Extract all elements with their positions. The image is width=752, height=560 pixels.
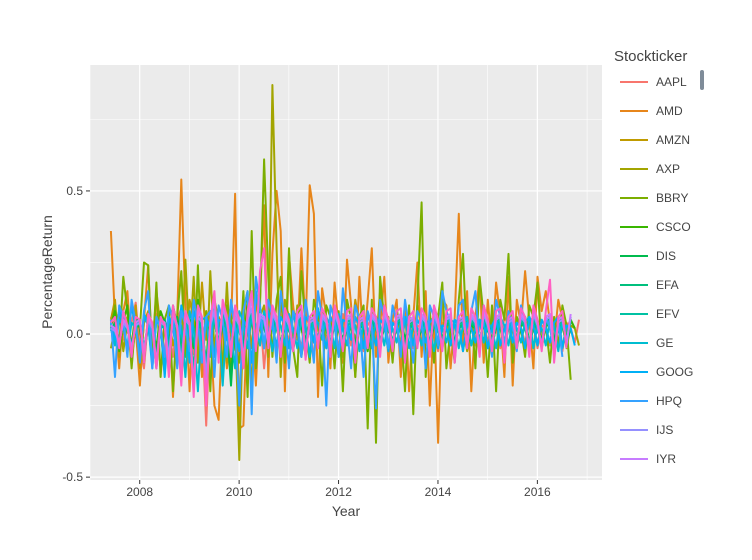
legend-item-hpq[interactable]: HPQ [620, 394, 682, 408]
legend-label: GOOG [656, 365, 693, 379]
legend-item-dis[interactable]: DIS [620, 249, 676, 263]
legend-label: CSCO [656, 220, 691, 234]
legend-item-csco[interactable]: CSCO [620, 220, 691, 234]
legend-scrollbar[interactable] [700, 70, 704, 90]
legend-label: EFV [656, 307, 679, 321]
legend-item-ge[interactable]: GE [620, 336, 673, 350]
y-tick-label: 0.5 [66, 184, 83, 198]
legend-label: AXP [656, 162, 680, 176]
legend-label: AAPL [656, 75, 687, 89]
legend-label: EFA [656, 278, 679, 292]
legend-label: IJS [656, 423, 673, 437]
legend-label: IYR [656, 452, 676, 466]
x-axis-title: Year [332, 503, 361, 519]
legend-item-amd[interactable]: AMD [620, 104, 683, 118]
legend-item-amzn[interactable]: AMZN [620, 133, 690, 147]
legend-item-bbry[interactable]: BBRY [620, 191, 688, 205]
x-axis-ticks: 2008 2010 2012 2014 2016 [126, 480, 551, 499]
x-tick-label: 2016 [524, 485, 551, 499]
legend-label: DIS [656, 249, 676, 263]
legend-item-ijs[interactable]: IJS [620, 423, 673, 437]
legend-label: BBRY [656, 191, 688, 205]
series-lines [109, 84, 580, 461]
y-axis-ticks: -0.5 0.0 0.5 [62, 184, 90, 484]
legend-item-aapl[interactable]: AAPL [620, 75, 687, 89]
series-line-goog [109, 290, 576, 378]
y-tick-label: 0.0 [66, 327, 83, 341]
series-line-ge [109, 304, 568, 393]
y-axis-title: PercentageReturn [39, 215, 55, 329]
legend[interactable]: AAPL AMD AMZN AXP BBRY CSCO DIS EFA EFV GE GOOG HPQ… [620, 75, 693, 466]
x-tick-label: 2014 [425, 485, 452, 499]
legend-label: AMD [656, 104, 683, 118]
legend-label: GE [656, 336, 673, 350]
x-tick-label: 2010 [226, 485, 253, 499]
legend-item-efv[interactable]: EFV [620, 307, 679, 321]
legend-item-axp[interactable]: AXP [620, 162, 680, 176]
x-tick-label: 2012 [325, 485, 352, 499]
legend-label: AMZN [656, 133, 690, 147]
y-tick-label: -0.5 [62, 470, 83, 484]
legend-item-iyr[interactable]: IYR [620, 452, 676, 466]
series-line-overlay [110, 247, 568, 407]
legend-item-efa[interactable]: EFA [620, 278, 679, 292]
x-tick-label: 2008 [126, 485, 153, 499]
legend-item-goog[interactable]: GOOG [620, 365, 693, 379]
legend-label: HPQ [656, 394, 682, 408]
legend-title: Stockticker [614, 48, 687, 65]
